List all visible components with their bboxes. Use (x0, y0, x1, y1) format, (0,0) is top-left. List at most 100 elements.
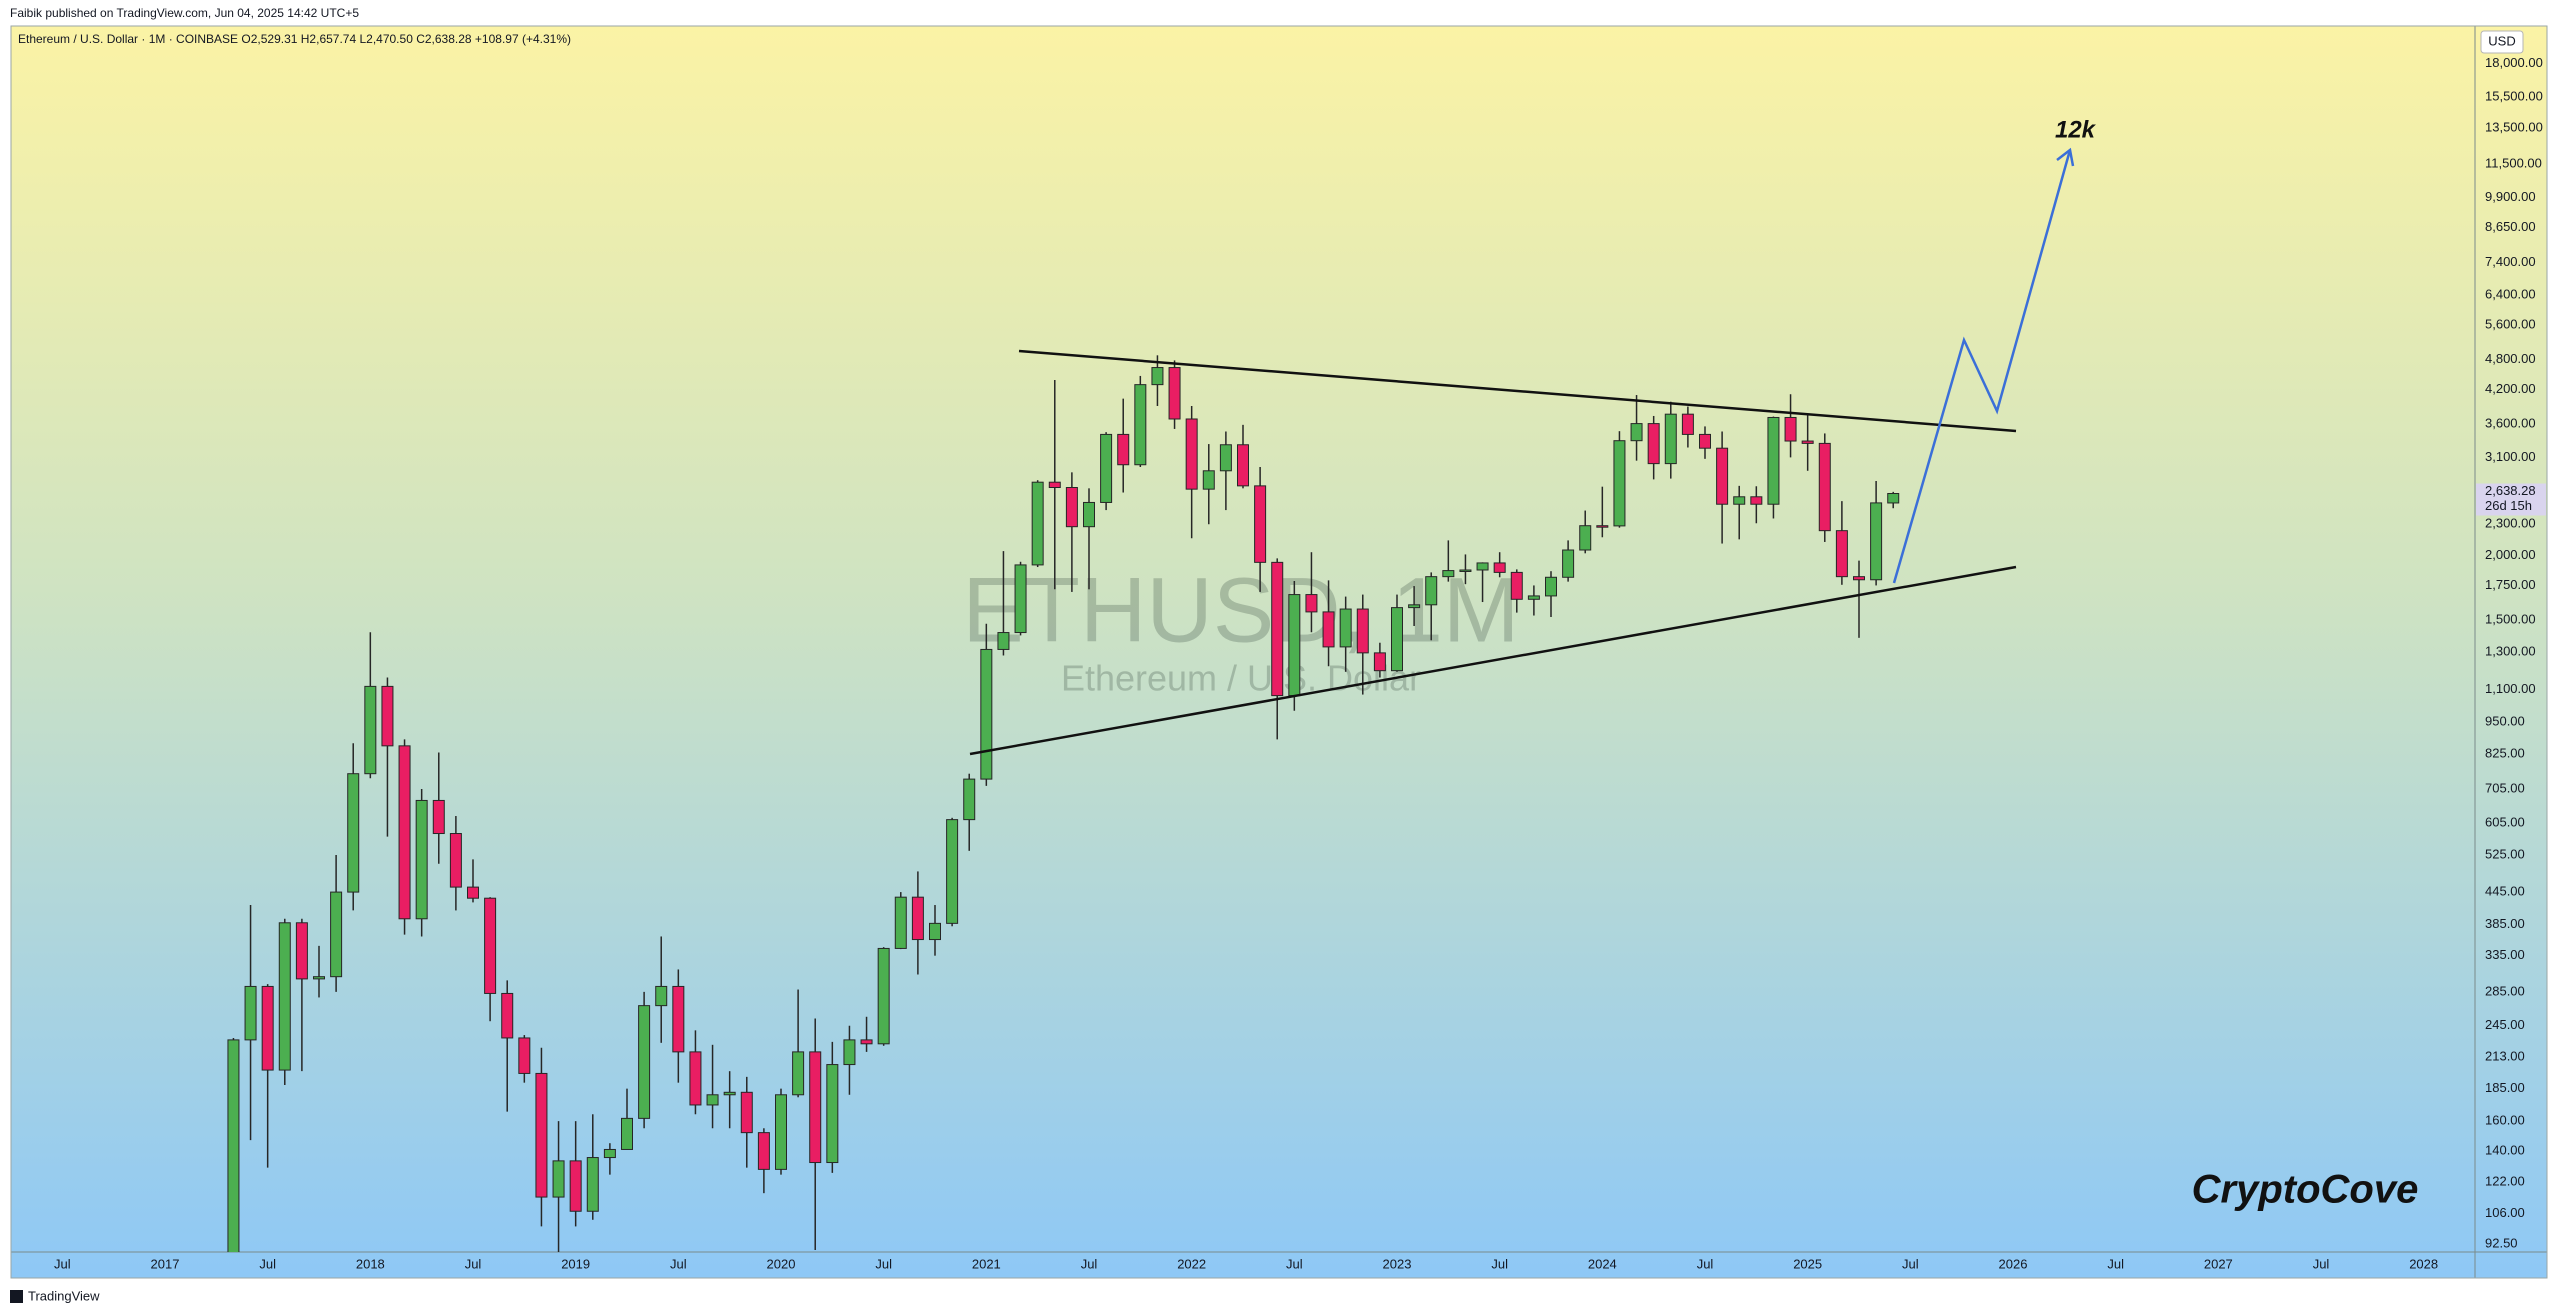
candle-body (706, 1094, 719, 1106)
candle-body (1185, 418, 1198, 490)
projection-path (1892, 149, 2072, 584)
candle-body (980, 648, 993, 780)
candle-body (1733, 496, 1746, 505)
x-tick-label: 2027 (2204, 1256, 2233, 1271)
y-tick-label: 15,500.00 (2485, 88, 2543, 103)
y-tick-label: 1,500.00 (2485, 611, 2536, 626)
x-tick-label: Jul (2313, 1256, 2330, 1271)
candle-body (1408, 604, 1421, 609)
candle-body (603, 1148, 616, 1159)
x-tick-label: Jul (1697, 1256, 1714, 1271)
candle-body (1117, 433, 1130, 466)
candle-body (484, 897, 497, 994)
y-tick-label: 122.00 (2485, 1173, 2525, 1188)
candle-body (1065, 487, 1078, 528)
candle-body (792, 1051, 805, 1096)
candle-body (1356, 608, 1369, 654)
candle-body (826, 1064, 839, 1164)
candle-body (860, 1039, 873, 1045)
candle-body (1784, 416, 1797, 442)
projection-arrowhead (2056, 147, 2075, 167)
y-tick-label: 1,300.00 (2485, 643, 2536, 658)
candle-body (347, 773, 360, 893)
candle-body (1083, 501, 1095, 528)
candle-body (809, 1051, 822, 1164)
y-tick-label: 5,600.00 (2485, 316, 2536, 331)
y-tick-label: 185.00 (2485, 1080, 2525, 1095)
x-tick-label: Jul (54, 1256, 71, 1271)
candle-body (227, 1039, 240, 1252)
y-tick-label: 213.00 (2485, 1049, 2525, 1064)
candle-body (1835, 530, 1848, 578)
y-tick-label: 2,300.00 (2485, 516, 2536, 531)
y-tick-label: 3,100.00 (2485, 449, 2536, 464)
candle-body (1630, 423, 1643, 442)
candle-body (1442, 570, 1455, 578)
candle-body (894, 896, 907, 949)
candle-body (1647, 423, 1660, 465)
candle-body (330, 891, 343, 978)
candle-body (1031, 481, 1044, 566)
y-tick-label: 1,100.00 (2485, 681, 2536, 696)
y-tick-label: 13,500.00 (2485, 119, 2543, 134)
candle-body (1699, 433, 1711, 449)
candle-body (295, 922, 308, 980)
candle-body (1237, 444, 1249, 487)
y-tick-label: 385.00 (2485, 916, 2525, 931)
candle-body (1527, 595, 1540, 600)
bar-countdown: 26d 15h (2485, 498, 2532, 513)
candle-body (1870, 502, 1883, 581)
candle-body (278, 922, 291, 1071)
brand: TradingView (28, 1288, 100, 1303)
y-tick-label: 8,650.00 (2485, 219, 2536, 234)
drawings: 12k CryptoCove (969, 116, 2419, 1212)
x-tick-label: 2022 (1177, 1256, 1206, 1271)
candle-body (364, 685, 377, 775)
candle-body (1014, 564, 1027, 634)
candle-body (381, 685, 394, 747)
candle-body (1493, 562, 1506, 573)
candle-body (1596, 525, 1609, 528)
y-tick-label: 6,400.00 (2485, 286, 2536, 301)
last-price-box (2476, 483, 2546, 516)
candle-body (501, 992, 514, 1039)
candle-body (1271, 561, 1284, 697)
y-tick-label: 2,000.00 (2485, 547, 2536, 562)
y-tick-label: 9,900.00 (2485, 189, 2536, 204)
candle-body (1681, 413, 1694, 435)
currency-badge[interactable] (2480, 30, 2524, 54)
y-tick-label: 525.00 (2485, 846, 2525, 861)
x-tick-label: Jul (1491, 1256, 1508, 1271)
brand-logo (10, 1290, 23, 1303)
y-tick-label: 7,400.00 (2485, 254, 2536, 269)
plot-area (227, 355, 1900, 1252)
candle-body (518, 1037, 531, 1074)
x-tick-label: 2019 (561, 1256, 590, 1271)
x-tick-label: 2018 (356, 1256, 385, 1271)
x-tick-label: 2026 (1999, 1256, 2028, 1271)
last-price-label: 2,638.28 (2485, 483, 2536, 498)
watermark-subtitle: Ethereum / U.S. Dollar (1061, 658, 1421, 699)
candle-body (1202, 470, 1215, 490)
y-tick-label: 11,500.00 (2485, 155, 2542, 170)
candle-body (1305, 594, 1318, 613)
candle-body (877, 947, 890, 1045)
x-tick-label: Jul (1902, 1256, 1919, 1271)
y-tick-label: 92.50 (2485, 1235, 2518, 1250)
symbol-legend: Ethereum / U.S. Dollar · 1M · COINBASE O… (18, 32, 571, 46)
candle-body (1339, 608, 1352, 648)
x-tick-label: 2021 (972, 1256, 1001, 1271)
candle-body (757, 1132, 770, 1170)
candle-body (244, 985, 257, 1041)
currency: USD (2488, 33, 2515, 48)
candle-body (467, 886, 479, 899)
candle-body (946, 819, 959, 924)
candle-body (1288, 594, 1301, 697)
y-tick-label: 950.00 (2485, 714, 2525, 729)
y-tick-label: 4,200.00 (2485, 381, 2536, 396)
author-signature: CryptoCove (2192, 1168, 2419, 1212)
candle-body (638, 1005, 651, 1119)
candle-body (1716, 447, 1729, 505)
y-tick-label: 4,800.00 (2485, 351, 2536, 366)
